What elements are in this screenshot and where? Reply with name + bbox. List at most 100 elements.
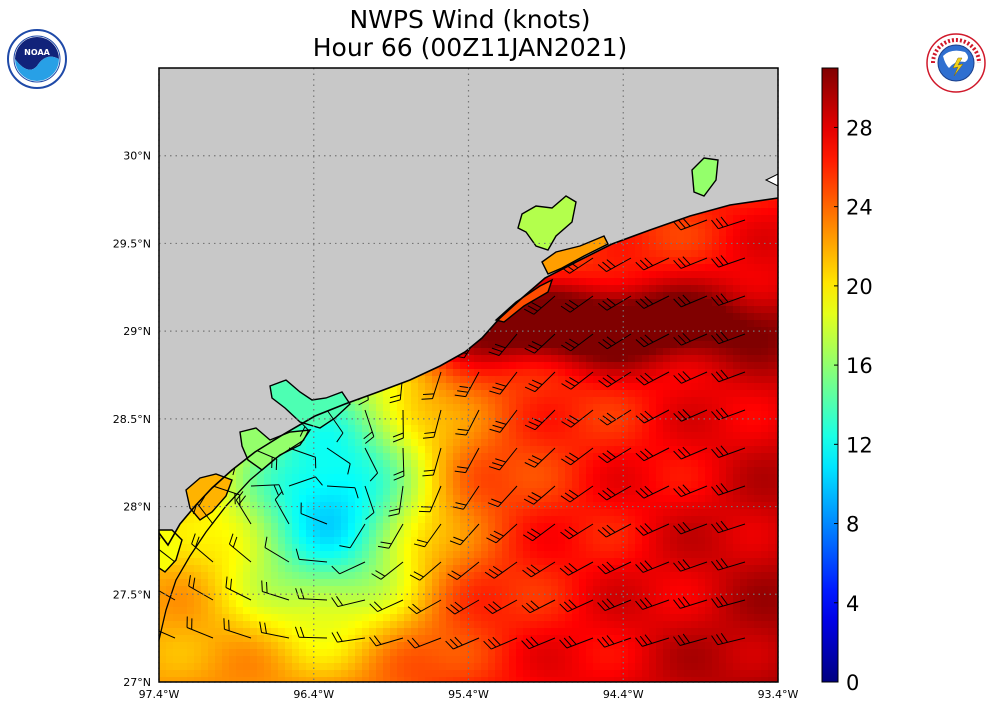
wind-barb (407, 599, 442, 615)
wind-barb (711, 293, 746, 306)
wind-barb (331, 631, 366, 643)
wind-barb (711, 632, 746, 646)
colorbar-tick-label: 4 (846, 592, 859, 616)
wind-barb (711, 595, 746, 608)
wind-barb (369, 599, 404, 613)
wind-barb (635, 409, 670, 424)
wind-barb (264, 536, 290, 563)
wind-barb (225, 576, 252, 601)
title-line-2: Hour 66 (00Z11JAN2021) (312, 33, 628, 62)
wind-barb (598, 447, 632, 464)
wind-barb (331, 596, 366, 608)
wind-barb (597, 598, 632, 612)
wind-barb (635, 634, 670, 647)
wind-barb (191, 533, 214, 563)
wind-barb (673, 596, 708, 609)
wind-barb (455, 409, 480, 436)
wind-barb (561, 447, 594, 466)
wind-barb (560, 523, 594, 540)
wind-barb (635, 447, 670, 462)
wind-barb (445, 599, 480, 615)
wind-barb (524, 333, 556, 354)
wind-barb (295, 548, 328, 563)
coastline (158, 197, 779, 547)
wind-barb (228, 533, 252, 563)
wind-barb (673, 633, 708, 646)
wind-barb (483, 599, 518, 615)
lat-tick-label: 29.5°N (113, 237, 151, 250)
wind-barb (711, 369, 746, 383)
wind-barb (454, 447, 480, 474)
lat-tick-label: 28.5°N (113, 413, 151, 426)
wind-barb (274, 490, 290, 525)
wind-barb (635, 257, 670, 271)
wind-barb (288, 447, 317, 469)
wind-barb (407, 637, 442, 649)
wind-barb (673, 217, 708, 231)
wind-barb (635, 371, 670, 386)
wind-barb (711, 483, 746, 496)
lat-tick-label: 27°N (123, 676, 151, 689)
colorbar-tick-label: 20 (846, 275, 873, 299)
wind-barb (363, 409, 375, 444)
wind-barb (560, 485, 594, 503)
wind-barb (483, 636, 518, 650)
wind-barb (413, 523, 442, 548)
lon-tick-label: 93.4°W (758, 688, 799, 701)
wind-barb (326, 447, 351, 475)
wind-barb (447, 561, 480, 580)
colorbar-tick-label: 12 (846, 433, 873, 457)
wind-barb (597, 485, 632, 501)
wind-barb (261, 580, 290, 601)
lat-tick-label: 29°N (123, 325, 151, 338)
map-frame (158, 67, 779, 683)
wind-barb (673, 484, 708, 498)
wind-barb (186, 616, 214, 639)
wind-barb (393, 447, 405, 481)
noaa-logo-text: NOAA (24, 48, 50, 57)
wind-barb (523, 485, 556, 505)
wind-barb (409, 561, 442, 581)
wind-barb (364, 485, 375, 520)
wind-barb (635, 523, 670, 536)
wind-barb (488, 333, 518, 356)
wind-barb (371, 561, 404, 580)
colorbar-tick-label: 0 (846, 671, 859, 695)
wind-barb (635, 333, 670, 348)
wind-barb (250, 484, 284, 496)
colorbar-tick-label: 8 (846, 513, 859, 537)
wind-barb (711, 558, 746, 571)
wind-barb (489, 371, 518, 395)
wind-barb (597, 257, 632, 273)
wind-barb (598, 371, 632, 388)
wind-barb (711, 445, 746, 458)
wind-barb (419, 485, 442, 513)
wind-barb (288, 476, 323, 487)
wind-barb (673, 521, 708, 535)
wind-barb (524, 371, 556, 393)
wind-barb (598, 409, 632, 426)
wind-barb (300, 502, 328, 525)
wind-barb (159, 626, 176, 639)
chart-title: NWPS Wind (knots) Hour 66 (00Z11JAN2021) (160, 6, 780, 62)
wind-barb (377, 523, 404, 549)
lon-tick-label: 96.4°W (293, 688, 334, 701)
wind-barb (559, 599, 594, 613)
wind-barb (523, 295, 556, 315)
lat-tick-label: 27.5°N (113, 588, 151, 601)
bays (158, 157, 719, 573)
wind-barb (388, 485, 404, 517)
lon-tick-label: 97.4°W (139, 688, 180, 701)
noaa-logo-icon: NOAA (7, 29, 67, 89)
wind-barb (559, 561, 594, 576)
wind-barb (484, 561, 518, 579)
wind-barb (487, 485, 518, 508)
wind-barb (597, 523, 632, 538)
wind-barb (521, 599, 556, 614)
wind-barb (673, 371, 708, 384)
wind-barb (159, 585, 176, 601)
wind-barb (711, 520, 746, 534)
wind-barb (673, 256, 708, 269)
wind-barb (559, 635, 594, 649)
wind-barb (597, 635, 632, 648)
